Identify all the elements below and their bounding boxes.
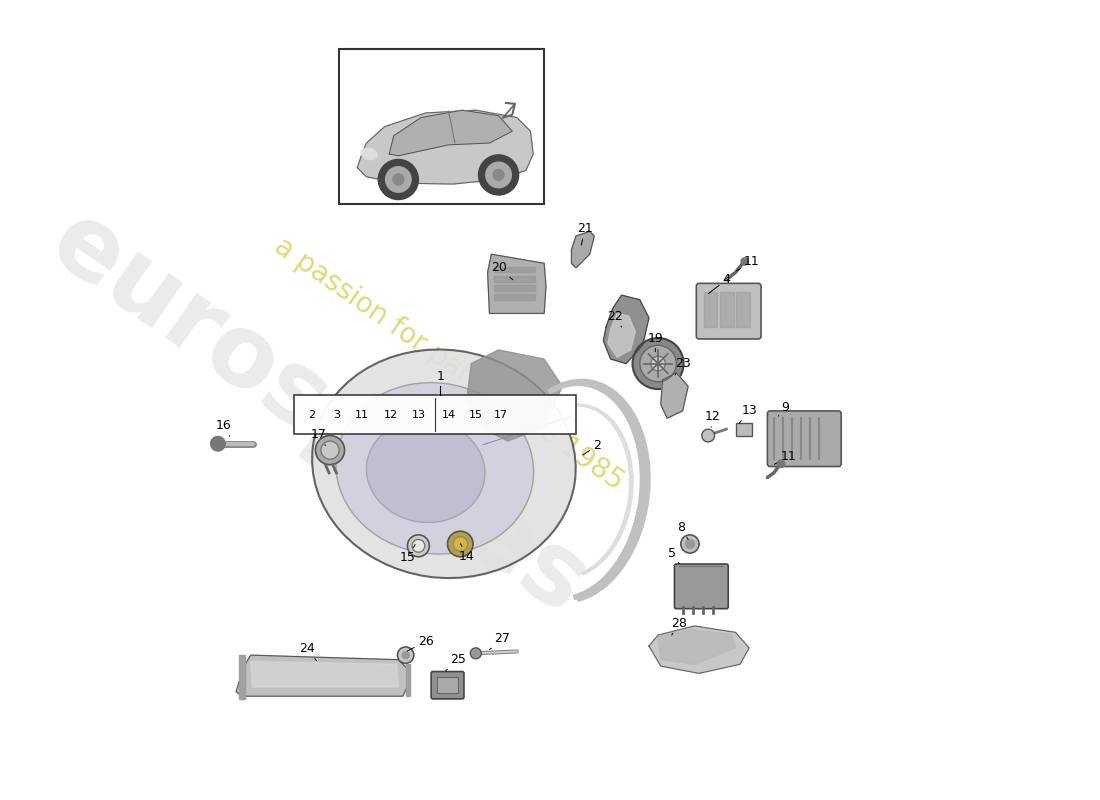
Text: 2: 2 <box>308 410 316 419</box>
Polygon shape <box>389 110 513 156</box>
Text: 9: 9 <box>779 401 790 416</box>
Text: 13: 13 <box>739 405 757 423</box>
Text: 11: 11 <box>774 450 796 464</box>
Circle shape <box>393 174 404 185</box>
Text: 14: 14 <box>459 544 474 563</box>
Polygon shape <box>649 626 749 674</box>
Circle shape <box>741 258 748 265</box>
Polygon shape <box>720 293 734 327</box>
Text: 22: 22 <box>607 310 623 327</box>
Text: 15: 15 <box>399 545 416 564</box>
Circle shape <box>702 429 715 442</box>
Circle shape <box>316 435 344 465</box>
Text: a passion for parts since 1985: a passion for parts since 1985 <box>268 232 628 495</box>
Circle shape <box>681 535 700 553</box>
Polygon shape <box>494 294 535 300</box>
Text: 20: 20 <box>491 262 513 280</box>
Text: 17: 17 <box>311 428 327 446</box>
Circle shape <box>448 531 473 557</box>
FancyBboxPatch shape <box>768 411 842 466</box>
Ellipse shape <box>361 148 377 160</box>
Circle shape <box>640 346 676 382</box>
Polygon shape <box>236 655 409 696</box>
Text: 2: 2 <box>583 439 601 455</box>
Text: 4: 4 <box>708 274 730 294</box>
Polygon shape <box>358 110 534 184</box>
Text: 24: 24 <box>299 642 317 661</box>
Text: 11: 11 <box>355 410 368 419</box>
Circle shape <box>778 460 784 467</box>
Text: 14: 14 <box>441 410 455 419</box>
Text: 12: 12 <box>384 410 398 419</box>
Text: 3: 3 <box>333 410 340 419</box>
Text: 8: 8 <box>676 521 689 539</box>
Circle shape <box>210 437 225 451</box>
Polygon shape <box>572 231 594 268</box>
Polygon shape <box>487 254 546 314</box>
Polygon shape <box>251 662 398 687</box>
Polygon shape <box>494 276 535 282</box>
Ellipse shape <box>336 382 534 554</box>
Circle shape <box>412 539 425 552</box>
Text: 28: 28 <box>671 617 686 635</box>
FancyBboxPatch shape <box>431 671 464 699</box>
Polygon shape <box>704 293 717 327</box>
Text: 13: 13 <box>411 410 426 419</box>
Circle shape <box>493 170 504 180</box>
Text: 1: 1 <box>437 370 444 382</box>
Text: 26: 26 <box>407 635 433 651</box>
Bar <box>339 49 544 204</box>
Text: eurospares: eurospares <box>32 194 605 635</box>
Bar <box>437 677 459 694</box>
Text: 11: 11 <box>736 255 760 271</box>
Polygon shape <box>239 655 245 699</box>
Polygon shape <box>494 267 535 273</box>
Polygon shape <box>736 293 750 327</box>
Text: 21: 21 <box>578 222 593 245</box>
Circle shape <box>486 162 512 188</box>
Text: 17: 17 <box>494 410 508 419</box>
Polygon shape <box>604 295 649 363</box>
Polygon shape <box>406 664 410 696</box>
FancyBboxPatch shape <box>696 283 761 339</box>
Bar <box>736 422 752 435</box>
Text: 15: 15 <box>469 410 483 419</box>
Circle shape <box>632 338 683 389</box>
Circle shape <box>471 648 482 658</box>
Polygon shape <box>494 285 535 290</box>
Polygon shape <box>658 630 736 664</box>
Circle shape <box>402 651 409 658</box>
Text: 23: 23 <box>674 357 691 375</box>
Circle shape <box>386 166 411 192</box>
Circle shape <box>321 441 339 459</box>
Text: 19: 19 <box>648 331 663 352</box>
Polygon shape <box>466 350 562 441</box>
Circle shape <box>397 647 414 663</box>
Bar <box>294 395 576 434</box>
FancyBboxPatch shape <box>674 564 728 609</box>
Circle shape <box>407 535 429 557</box>
Polygon shape <box>661 373 689 418</box>
Ellipse shape <box>312 350 575 578</box>
Text: 12: 12 <box>705 410 720 427</box>
Circle shape <box>685 539 694 549</box>
Circle shape <box>651 356 666 371</box>
Circle shape <box>478 155 518 195</box>
Text: 27: 27 <box>490 632 510 650</box>
Ellipse shape <box>366 420 485 522</box>
Circle shape <box>453 537 468 551</box>
Circle shape <box>378 159 418 199</box>
Text: 5: 5 <box>668 546 679 563</box>
Polygon shape <box>608 314 636 357</box>
Text: 16: 16 <box>216 419 231 437</box>
Text: 25: 25 <box>446 654 465 670</box>
